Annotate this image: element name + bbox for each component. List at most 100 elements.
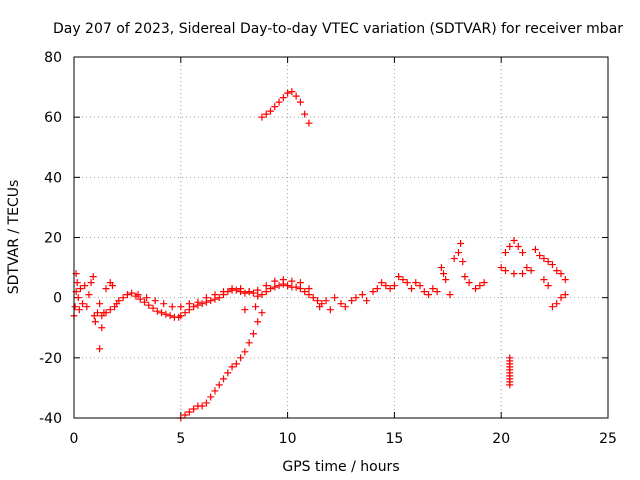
x-tick-label: 25 [599,431,617,447]
data-point [358,291,366,299]
data-point [75,306,83,314]
x-tick-label: 20 [492,431,510,447]
data-point [249,330,257,338]
data-point [241,289,249,297]
data-point [76,285,84,293]
data-point [301,288,309,296]
data-point [292,92,300,100]
data-point [249,289,257,297]
data-point [228,363,236,371]
data-point [166,312,174,320]
data-point [425,291,433,299]
data-point [437,264,445,272]
data-point [288,88,296,96]
data-point [390,282,398,290]
y-tick-label: 20 [44,231,62,247]
data-point [275,98,283,106]
data-point [83,303,91,311]
data-point [316,303,324,311]
data-point [87,279,95,287]
data-point [416,282,424,290]
data-point [177,303,185,311]
data-point [245,288,253,296]
data-point [90,312,98,320]
data-point [309,294,317,302]
data-point [296,279,304,287]
data-point [207,297,215,305]
data-point [258,113,266,121]
data-point [399,276,407,284]
y-tick-label: 80 [44,50,62,66]
data-point [271,283,279,291]
data-point [369,288,377,296]
data-point [557,294,565,302]
data-point [215,381,223,389]
data-point [241,348,249,356]
data-point [143,294,151,302]
data-point [98,324,106,332]
data-point [378,279,386,287]
data-point [341,303,349,311]
data-point [228,285,236,293]
data-point [224,369,232,377]
y-tick-labels: -40 -20 0 20 40 60 80 [39,50,608,427]
data-point [497,264,505,272]
data-point [185,306,193,314]
data-point [258,291,266,299]
data-point [553,267,561,275]
y-axis-label: SDTVAR / TECUs [6,180,22,295]
data-point [73,279,81,287]
data-point [215,294,223,302]
data-point [241,306,249,314]
data-point [459,258,467,266]
data-point [149,304,157,312]
data-point [128,289,136,297]
data-point [140,298,148,306]
data-point [279,276,287,284]
x-tick-label: 5 [176,431,185,447]
data-point [331,294,339,302]
data-point [177,312,185,320]
x-tick-label: 0 [70,431,79,447]
data-point [267,107,275,115]
data-point [531,246,539,254]
data-point [506,381,514,389]
data-point [211,291,219,299]
data-point [519,249,527,257]
data-point [237,285,245,293]
data-point [386,285,394,293]
data-point [373,285,381,293]
data-point [136,295,144,303]
data-point [544,282,552,290]
data-point [510,270,518,278]
data-point [352,294,360,302]
data-point [74,294,82,302]
data-point [561,291,569,299]
data-point [190,303,198,311]
data-point [81,282,89,290]
x-tick-label: 15 [385,431,403,447]
data-point [472,285,480,293]
chart-title: Day 207 of 2023, Sidereal Day-to-day VTE… [53,21,623,37]
data-point [540,255,548,263]
data-point [85,291,93,299]
data-point [79,300,87,308]
data-point [115,297,123,305]
data-point [181,411,189,419]
data-point [296,285,304,293]
data-point [158,309,166,317]
data-point [258,309,266,317]
data-point [440,270,448,278]
data-point [102,309,110,317]
data-point [514,243,522,251]
data-point [284,282,292,290]
data-point [108,282,116,290]
data-point [407,285,415,293]
data-point [523,264,531,272]
data-point [382,282,390,290]
data-point [403,279,411,287]
data-point [420,288,428,296]
data-point [501,267,509,275]
data-point [168,303,176,311]
x-tick-label: 10 [279,431,297,447]
